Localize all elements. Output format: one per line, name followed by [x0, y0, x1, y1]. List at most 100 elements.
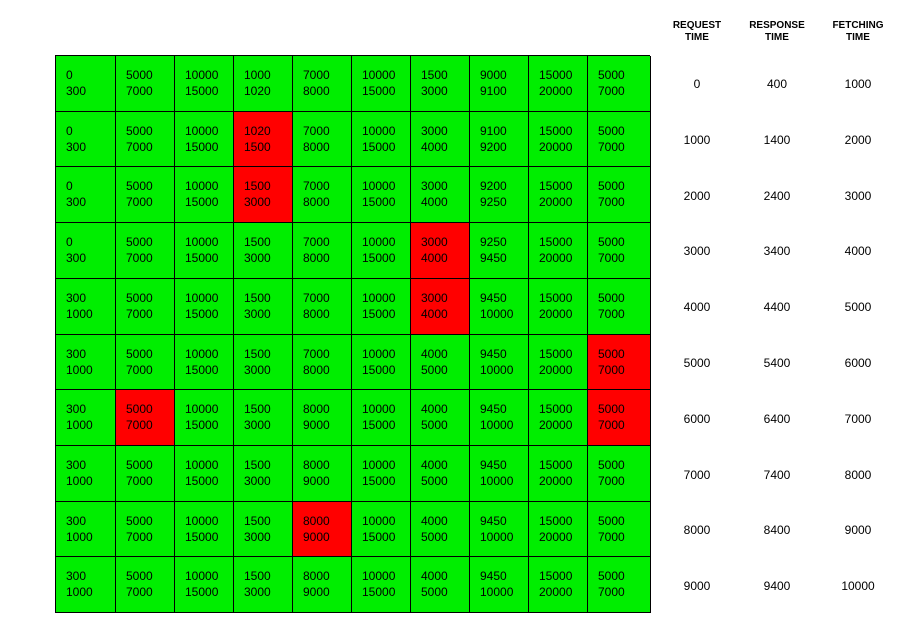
grid-cell: 5000 7000: [116, 501, 175, 558]
cell-end-value: 3000: [244, 306, 271, 321]
grid-cell: 5000 7000: [116, 557, 175, 613]
cell-end-value: 15000: [362, 473, 396, 488]
cell-end-value: 300: [66, 195, 87, 210]
grid-cell: 15000 20000: [529, 223, 588, 279]
cell-end-value: 7000: [598, 473, 625, 488]
cell-end-value: 1000: [66, 529, 93, 544]
cell-start-value: 9200: [480, 179, 507, 194]
cell-start-value: 0: [66, 179, 73, 194]
grid-cell: 5000 7000: [588, 278, 651, 335]
cell-start-value: 7000: [303, 179, 330, 194]
grid-cell: 1500 3000: [234, 501, 293, 558]
grid-cell: 7000 8000: [293, 278, 352, 335]
cell-start-value: 5000: [126, 457, 153, 472]
grid-cell: 3000 4000: [411, 278, 470, 335]
cell-end-value: 10000: [480, 585, 514, 600]
grid-cell: 10000 15000: [175, 223, 234, 279]
cell-start-value: 8000: [303, 513, 330, 528]
cell-end-value: 7000: [598, 306, 625, 321]
cell-end-value: 8000: [303, 139, 330, 154]
grid-cell: 5000 7000: [116, 445, 175, 502]
request-time-value: 7000: [683, 467, 711, 482]
cell-end-value: 7000: [598, 362, 625, 377]
cell-end-value: 20000: [539, 585, 573, 600]
cell-start-value: 5000: [598, 457, 625, 472]
grid-cell: 10000 15000: [175, 557, 234, 613]
cell-start-value: 5000: [598, 179, 625, 194]
grid-cell: 1500 3000: [234, 390, 293, 446]
cell-start-value: 5000: [126, 235, 153, 250]
cell-end-value: 10000: [480, 473, 514, 488]
cell-start-value: 1500: [244, 569, 271, 584]
grid-cell: 300 1000: [56, 390, 116, 446]
grid-cell: 15000 20000: [529, 334, 588, 391]
cell-end-value: 5000: [421, 529, 448, 544]
request-time-value: 0: [693, 76, 701, 91]
grid-cell: 5000 7000: [116, 167, 175, 224]
cell-start-value: 10000: [185, 179, 219, 194]
grid-cell: 1500 3000: [234, 278, 293, 335]
grid-cell: 5000 7000: [116, 334, 175, 391]
response-time-value: 3400: [763, 244, 791, 259]
cell-start-value: 1500: [244, 179, 271, 194]
cell-start-value: 1500: [244, 457, 271, 472]
grid-cell: 300 1000: [56, 501, 116, 558]
cell-end-value: 5000: [421, 418, 448, 433]
cell-start-value: 10000: [362, 402, 396, 417]
request-time-header: REQUEST TIME: [672, 20, 722, 43]
cell-start-value: 10000: [362, 457, 396, 472]
cell-start-value: 10000: [185, 513, 219, 528]
cell-end-value: 7000: [598, 251, 625, 266]
grid-cell: 7000 8000: [293, 111, 352, 168]
cell-start-value: 8000: [303, 569, 330, 584]
cell-end-value: 15000: [362, 195, 396, 210]
cell-start-value: 1500: [244, 346, 271, 361]
cell-start-value: 0: [66, 68, 73, 82]
grid-cell: 1020 1500: [234, 111, 293, 168]
cell-start-value: 1500: [244, 290, 271, 305]
cell-end-value: 9000: [303, 529, 330, 544]
cell-start-value: 9450: [480, 346, 507, 361]
grid-cell: 8000 9000: [293, 390, 352, 446]
cell-end-value: 9000: [303, 473, 330, 488]
response-time-value: 5400: [763, 355, 791, 370]
cell-start-value: 5000: [598, 513, 625, 528]
grid-cell: 0 300: [56, 111, 116, 168]
cell-start-value: 3000: [421, 235, 448, 250]
cell-start-value: 5000: [598, 569, 625, 584]
cell-end-value: 7000: [126, 362, 153, 377]
grid-cell: 5000 7000: [588, 111, 651, 168]
cell-end-value: 20000: [539, 306, 573, 321]
cell-end-value: 5000: [421, 362, 448, 377]
cell-start-value: 9450: [480, 402, 507, 417]
grid-cell: 7000 8000: [293, 223, 352, 279]
cell-end-value: 7000: [126, 139, 153, 154]
response-time-value: 4400: [763, 300, 791, 315]
cell-end-value: 15000: [185, 473, 219, 488]
fetching-time-value: 9000: [844, 523, 872, 538]
cell-end-value: 20000: [539, 139, 573, 154]
cache-grid: 0 300 5000 7000 10000 15000 1000 1020 7000 8000 10…: [55, 55, 651, 613]
cell-end-value: 7000: [598, 195, 625, 210]
cell-end-value: 1000: [66, 473, 93, 488]
cell-start-value: 4000: [421, 457, 448, 472]
grid-cell: 10000 15000: [352, 223, 411, 279]
cell-start-value: 15000: [539, 123, 573, 138]
cell-end-value: 9000: [303, 418, 330, 433]
cell-end-value: 15000: [185, 195, 219, 210]
grid-cell: 15000 20000: [529, 501, 588, 558]
cell-start-value: 15000: [539, 179, 573, 194]
cell-start-value: 9450: [480, 290, 507, 305]
grid-cell: 300 1000: [56, 445, 116, 502]
grid-cell: 9100 9200: [470, 111, 529, 168]
grid-cell: 9000 9100: [470, 56, 529, 112]
grid-cell: 5000 7000: [588, 445, 651, 502]
cell-start-value: 15000: [539, 457, 573, 472]
cell-end-value: 3000: [244, 251, 271, 266]
cell-start-value: 9450: [480, 457, 507, 472]
cell-start-value: 9450: [480, 513, 507, 528]
cell-start-value: 10000: [185, 457, 219, 472]
cell-end-value: 9450: [480, 251, 507, 266]
grid-cell: 15000 20000: [529, 278, 588, 335]
cell-end-value: 15000: [362, 306, 396, 321]
